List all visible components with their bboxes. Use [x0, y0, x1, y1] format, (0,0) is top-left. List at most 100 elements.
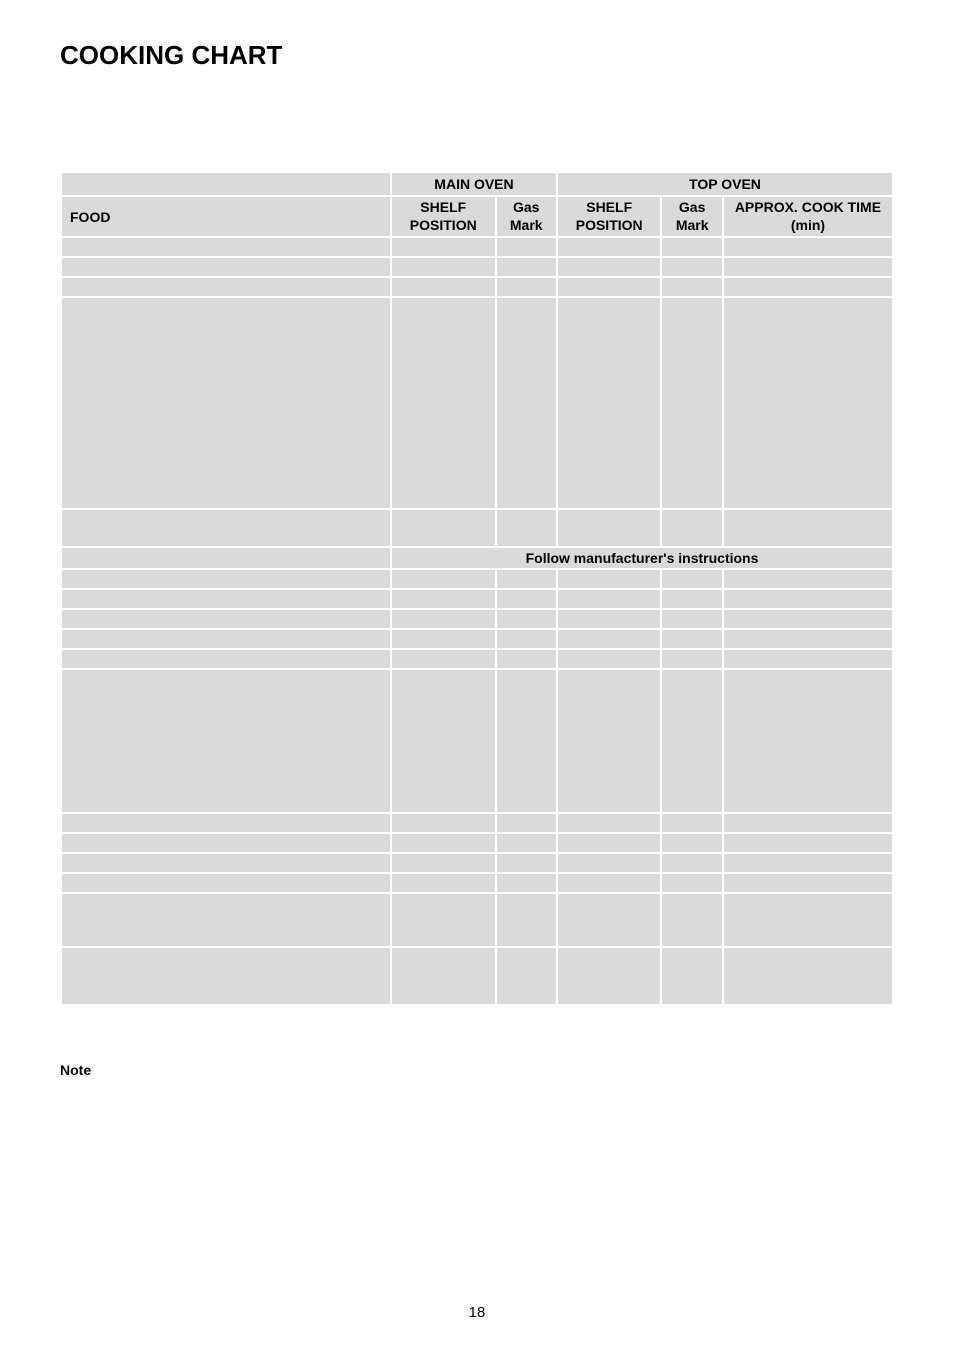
food-cell: [62, 548, 390, 568]
food-cell: [62, 630, 390, 648]
data-cell: [497, 814, 556, 832]
data-cell: [558, 510, 661, 546]
data-cell: [724, 814, 892, 832]
data-cell: [558, 650, 661, 668]
table-row: [62, 570, 892, 588]
header-shelf-top: SHELF POSITION: [558, 197, 661, 236]
table-row: [62, 834, 892, 852]
data-cell: [662, 258, 721, 276]
note-label: Note: [60, 1062, 894, 1078]
table-row: [62, 670, 892, 812]
data-cell: [724, 278, 892, 296]
data-cell: [558, 894, 661, 946]
data-cell: [497, 834, 556, 852]
table-row: [62, 650, 892, 668]
food-cell: [62, 894, 390, 946]
data-cell: [662, 630, 721, 648]
data-cell: [497, 590, 556, 608]
data-cell: [662, 610, 721, 628]
data-cell: [392, 834, 495, 852]
data-cell: [724, 854, 892, 872]
data-cell: [662, 670, 721, 812]
data-cell: [497, 258, 556, 276]
data-cell: [558, 948, 661, 1004]
data-cell: [724, 630, 892, 648]
data-cell: [558, 814, 661, 832]
header-food: FOOD: [62, 197, 390, 236]
food-cell: [62, 510, 390, 546]
table-row: [62, 894, 892, 946]
cooking-chart: MAIN OVEN TOP OVEN FOOD SHELF POSITION G…: [60, 171, 894, 1006]
header-main-oven: MAIN OVEN: [392, 173, 556, 195]
page-number: 18: [0, 1304, 954, 1321]
data-cell: [724, 874, 892, 892]
data-cell: [392, 874, 495, 892]
table-row: [62, 258, 892, 276]
data-cell: [662, 278, 721, 296]
table-body: Follow manufacturer's instructions: [62, 238, 892, 1004]
data-cell: [497, 278, 556, 296]
data-cell: [724, 948, 892, 1004]
data-cell: [662, 650, 721, 668]
data-cell: [392, 630, 495, 648]
header-sub-row: FOOD SHELF POSITION Gas Mark SHELF POSIT…: [62, 197, 892, 236]
data-cell: [497, 570, 556, 588]
data-cell: [392, 298, 495, 508]
food-cell: [62, 238, 390, 256]
table-row: [62, 948, 892, 1004]
data-cell: [558, 630, 661, 648]
food-cell: [62, 814, 390, 832]
food-cell: [62, 570, 390, 588]
merged-instructions-cell: Follow manufacturer's instructions: [392, 548, 892, 568]
data-cell: [558, 670, 661, 812]
data-cell: [724, 610, 892, 628]
data-cell: [662, 238, 721, 256]
data-cell: [558, 258, 661, 276]
data-cell: [497, 854, 556, 872]
data-cell: [497, 238, 556, 256]
food-cell: [62, 610, 390, 628]
header-top-oven: TOP OVEN: [558, 173, 892, 195]
data-cell: [392, 238, 495, 256]
header-cook-time: APPROX. COOK TIME (min): [724, 197, 892, 236]
data-cell: [392, 570, 495, 588]
table-row: [62, 238, 892, 256]
food-cell: [62, 298, 390, 508]
data-cell: [392, 814, 495, 832]
data-cell: [724, 894, 892, 946]
header-group-row: MAIN OVEN TOP OVEN: [62, 173, 892, 195]
data-cell: [662, 814, 721, 832]
table-row: [62, 278, 892, 296]
data-cell: [558, 874, 661, 892]
data-cell: [558, 298, 661, 508]
data-cell: [662, 298, 721, 508]
data-cell: [558, 570, 661, 588]
data-cell: [558, 834, 661, 852]
data-cell: [724, 258, 892, 276]
data-cell: [662, 874, 721, 892]
table-row: Follow manufacturer's instructions: [62, 548, 892, 568]
data-cell: [392, 278, 495, 296]
data-cell: [497, 650, 556, 668]
page-title: COOKING CHART: [60, 40, 894, 71]
data-cell: [497, 894, 556, 946]
food-cell: [62, 590, 390, 608]
data-cell: [392, 610, 495, 628]
data-cell: [724, 590, 892, 608]
data-cell: [558, 590, 661, 608]
table-row: [62, 510, 892, 546]
food-cell: [62, 258, 390, 276]
data-cell: [662, 948, 721, 1004]
data-cell: [558, 238, 661, 256]
data-cell: [558, 610, 661, 628]
food-cell: [62, 854, 390, 872]
data-cell: [724, 510, 892, 546]
data-cell: [497, 948, 556, 1004]
header-gas-top: Gas Mark: [662, 197, 721, 236]
data-cell: [497, 874, 556, 892]
data-cell: [392, 650, 495, 668]
data-cell: [497, 610, 556, 628]
data-cell: [392, 510, 495, 546]
data-cell: [558, 278, 661, 296]
data-cell: [724, 650, 892, 668]
